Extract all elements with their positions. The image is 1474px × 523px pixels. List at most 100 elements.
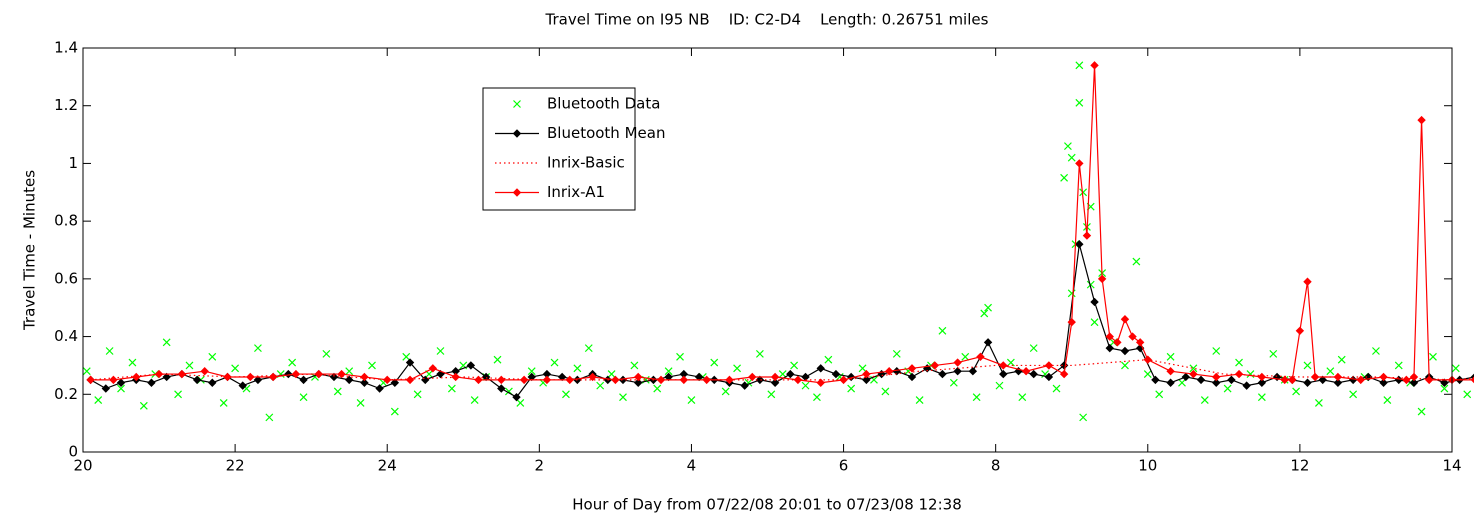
series-line [90,359,1474,381]
data-point [1356,375,1365,385]
data-point [497,375,506,385]
data-point [265,413,274,422]
data-point [813,393,821,402]
data-point [238,381,247,390]
data-point [288,358,297,367]
data-point [132,372,141,382]
data-point [86,375,95,385]
data-point [94,396,103,404]
data-point [360,372,369,382]
data-point [109,375,118,385]
data-point [466,361,476,370]
data-point [1440,378,1449,387]
data-point [1470,376,1474,384]
data-point [770,378,780,387]
series-line [90,65,1474,384]
data-point [322,349,331,358]
data-point [254,344,262,353]
data-point [679,375,689,385]
data-point [1166,352,1175,361]
data-point [1326,367,1335,376]
data-point [573,364,582,373]
data-point [516,399,525,407]
data-point [1429,352,1437,361]
legend-marker [512,188,522,197]
data-point [1417,115,1426,125]
data-point [428,364,438,373]
data-point [953,366,962,376]
data-point [980,309,989,318]
data-point [402,352,411,361]
data-point [1269,349,1278,358]
data-point [1090,61,1099,70]
data-point [1052,384,1061,393]
data-point [1029,369,1038,379]
series-line [90,244,1474,398]
y-tick-label: 1 [68,154,78,172]
data-point [1223,384,1232,393]
data-point [101,384,111,393]
y-tick-label: 0.2 [54,385,78,403]
y-tick-label: 0.4 [54,327,78,345]
data-point [881,387,890,396]
data-point [976,352,985,361]
data-point [519,375,529,385]
data-point [1086,280,1095,289]
data-point [154,369,164,379]
data-point [383,375,392,385]
data-point [694,372,704,382]
data-point [1288,375,1297,385]
data-point [1063,142,1072,151]
data-point [1075,159,1084,168]
data-point [847,384,856,393]
x-tick-label: 22 [226,457,245,475]
data-point [1105,343,1114,353]
data-point [930,361,940,370]
data-point [984,303,992,312]
data-point [1234,369,1244,379]
data-point [786,369,795,379]
data-point [839,375,848,385]
data-point [174,390,182,399]
data-point [1044,372,1054,382]
data-point [664,367,673,376]
data-point [345,367,354,376]
data-point [1143,355,1152,364]
data-point [474,375,483,385]
data-point [1463,390,1472,399]
data-point [231,364,240,373]
data-point [1181,372,1191,382]
data-point [1303,277,1312,286]
data-point [527,367,536,376]
data-point [1310,372,1320,382]
data-point [633,378,643,387]
data-point [892,349,901,358]
data-point [801,381,810,390]
data-point [1067,289,1076,298]
data-point [1029,344,1038,353]
data-point [1067,317,1076,327]
legend-label: Inrix-Basic [547,154,625,172]
x-tick-label: 8 [991,457,1001,475]
data-point [208,378,217,387]
data-point [755,349,764,358]
data-point [1424,375,1434,385]
data-point [405,375,415,385]
x-axis-label: Hour of Day from 07/22/08 20:01 to 07/23… [572,496,962,514]
data-point [1379,378,1388,387]
data-point [770,372,780,382]
data-point [653,384,662,393]
data-point [619,393,627,402]
data-point [1242,381,1251,390]
x-tick-label: 12 [1290,457,1309,475]
data-point [1314,399,1323,407]
data-point [497,384,506,393]
data-point [1394,375,1403,385]
data-point [223,372,232,382]
data-point [1075,240,1084,249]
plot-area [82,61,1474,422]
y-tick-label: 0.6 [54,269,78,287]
data-point [1402,375,1411,385]
data-point [999,369,1008,379]
data-point [162,338,171,347]
